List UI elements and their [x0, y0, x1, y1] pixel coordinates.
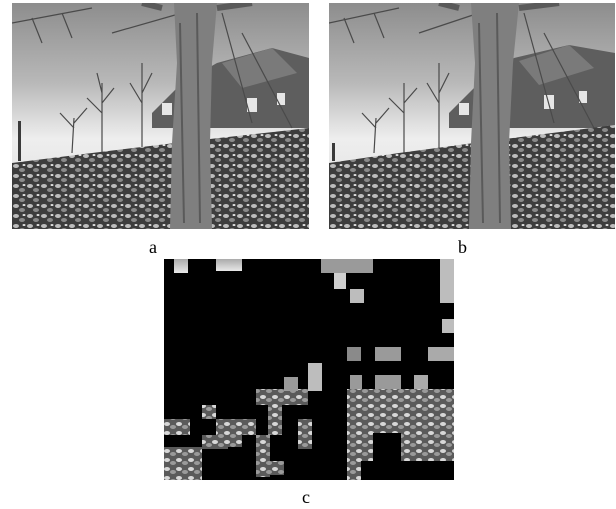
panel-b-image [329, 3, 615, 229]
panel-c-label: c [302, 487, 310, 507]
panel-a-image [12, 3, 309, 229]
block-difference-map [164, 259, 454, 480]
panel-a-label: a [149, 237, 157, 257]
panel-c-block-map [164, 259, 454, 480]
scene-photo-b [329, 3, 615, 229]
panel-b-label: b [458, 237, 467, 257]
scene-photo-a [12, 3, 309, 229]
